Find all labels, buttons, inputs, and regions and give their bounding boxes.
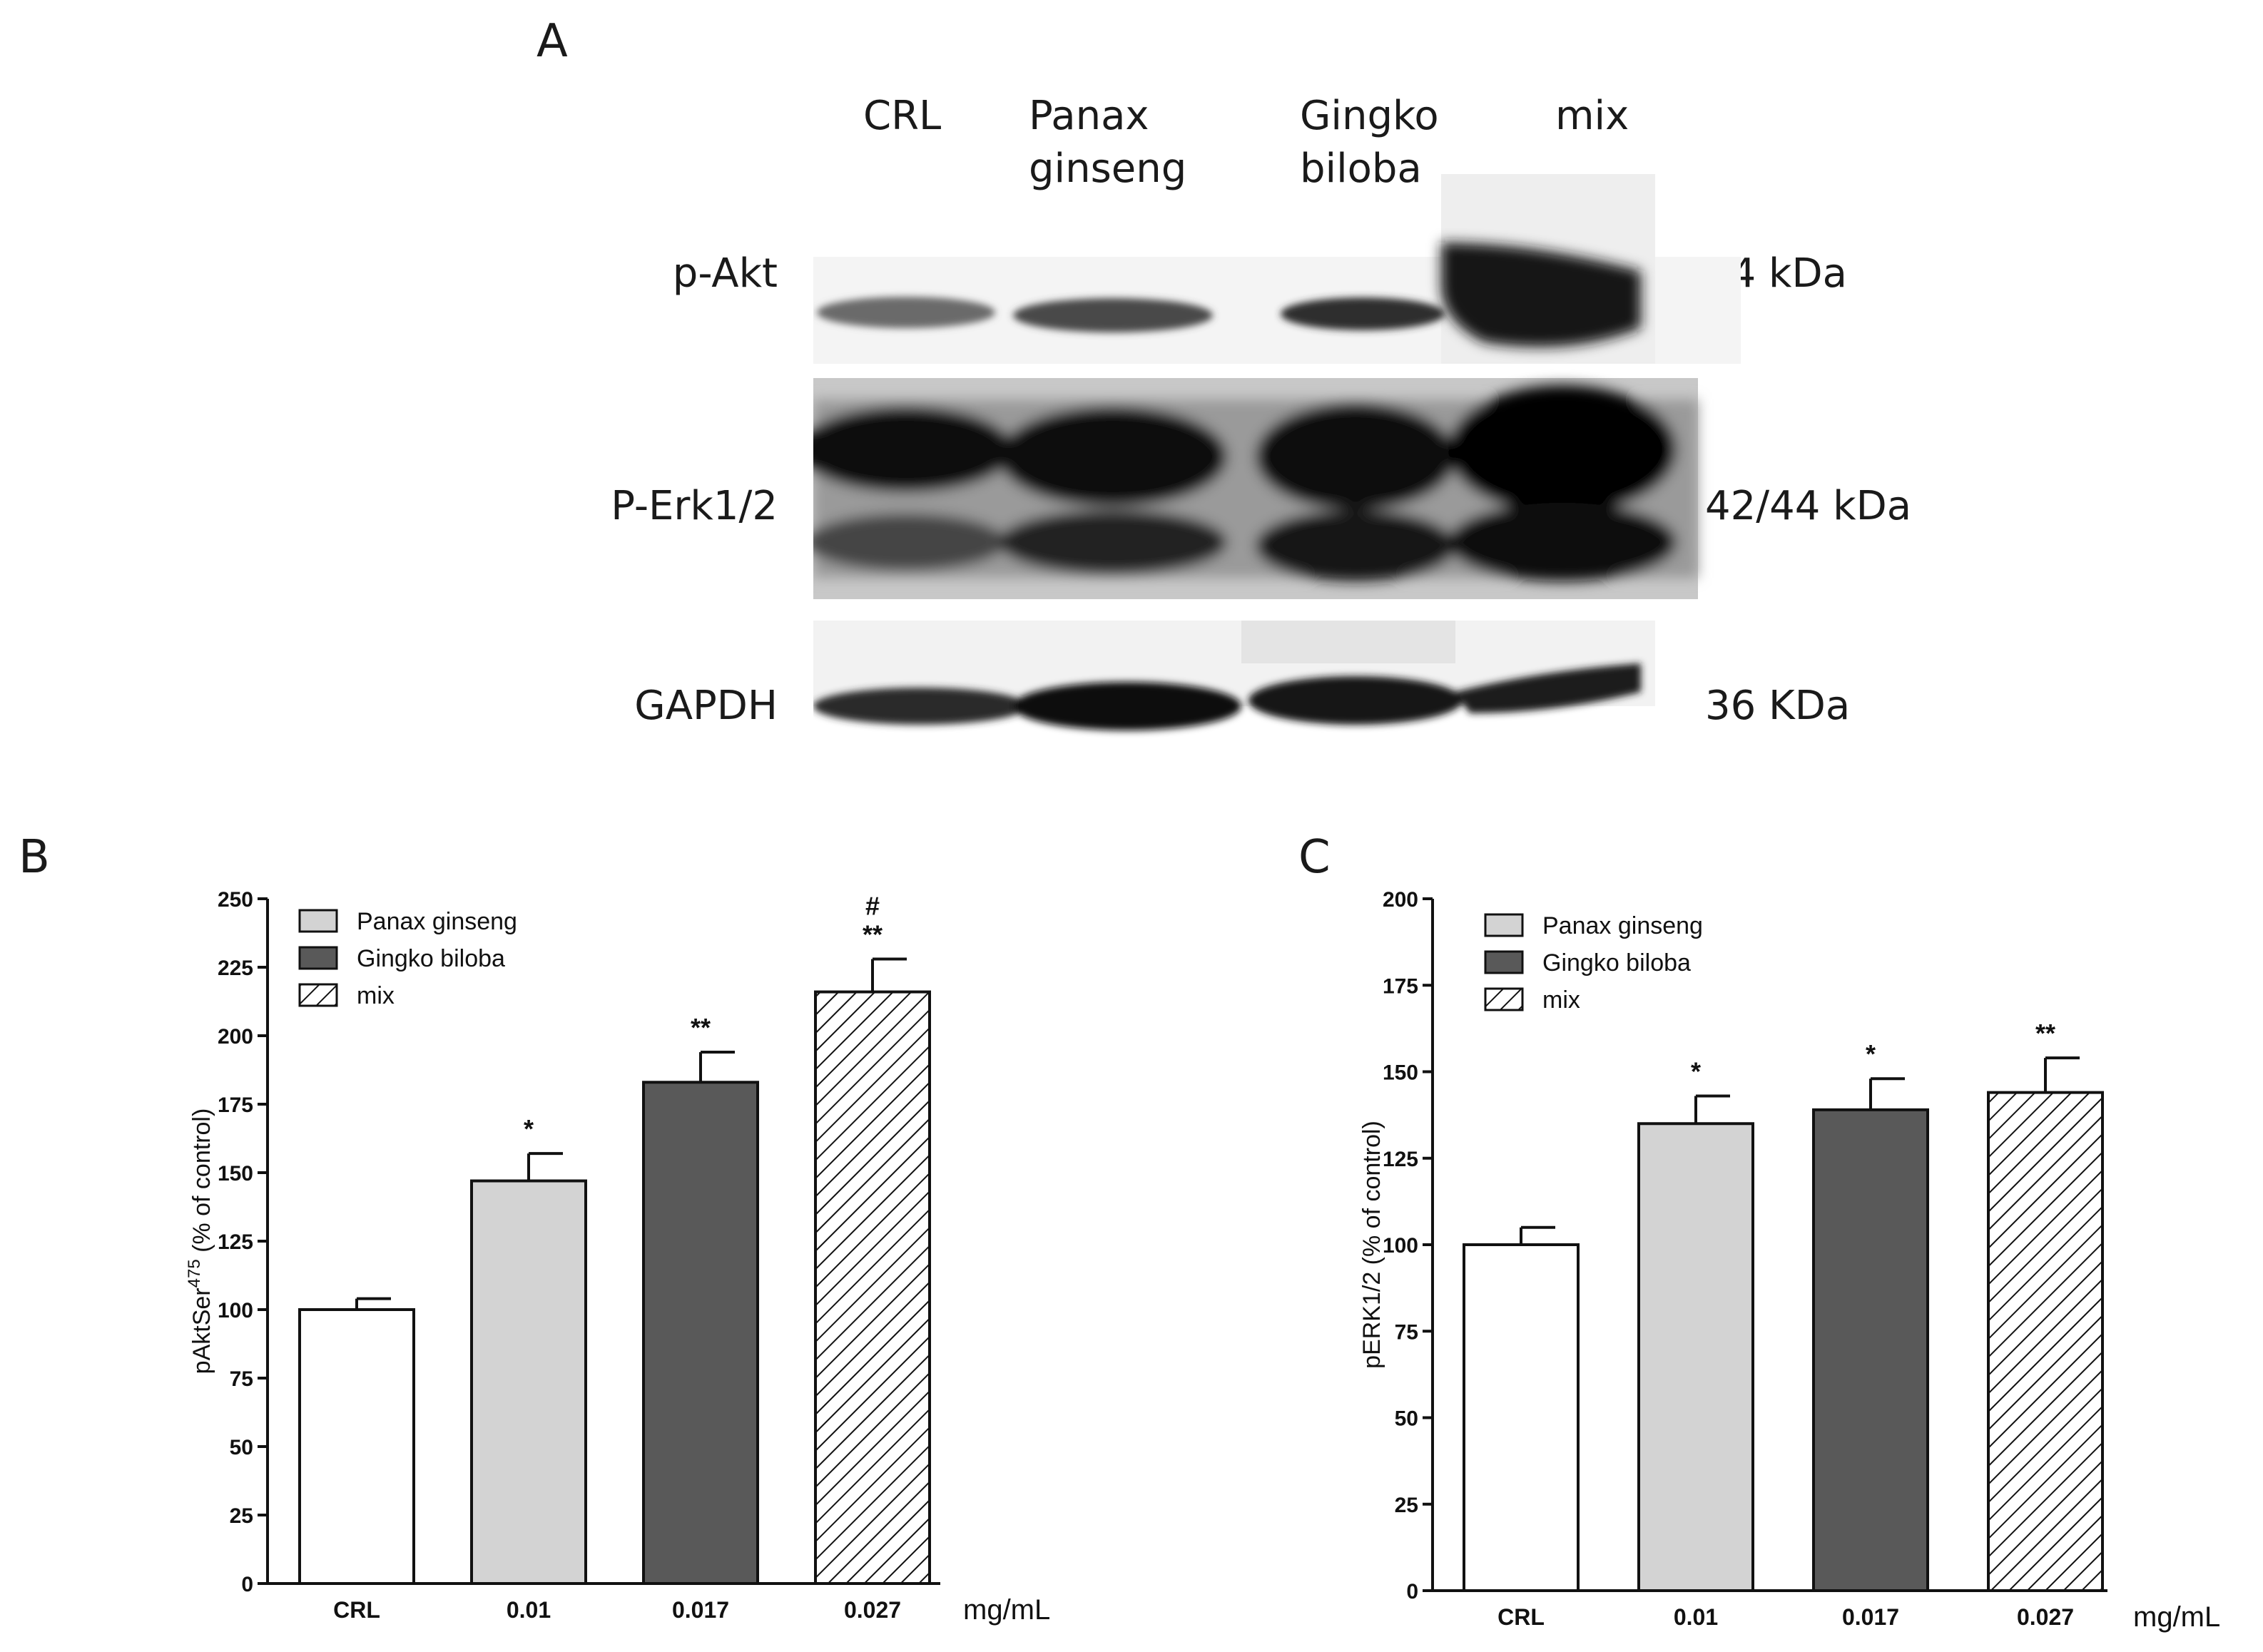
panel-a-letter: A [536, 15, 568, 68]
y-tick-label: 0 [1406, 1580, 1418, 1603]
y-tick-label: 250 [218, 888, 253, 912]
y-axis-label: pAktSer475 (% of control) [185, 1108, 215, 1375]
bar-0.01 [1637, 1122, 1754, 1592]
y-tick-label: 125 [218, 1230, 253, 1254]
y-tick-label: 50 [230, 1436, 253, 1459]
y-tick-label: 0 [241, 1573, 253, 1596]
significance-label: # [865, 891, 880, 920]
y-tick-label: 175 [218, 1093, 253, 1117]
y-tick-label: 100 [1383, 1234, 1418, 1258]
x-tick-label: 0.017 [672, 1597, 729, 1623]
y-tick-label: 200 [218, 1025, 253, 1049]
significance-label: ** [863, 919, 883, 949]
legend-swatch [1484, 950, 1524, 974]
legend-swatch [1484, 913, 1524, 937]
x-tick-label: 0.017 [1842, 1604, 1899, 1630]
kda-label-perk: 42/44 kDa [1705, 483, 1912, 529]
y-tick-label: 175 [1383, 974, 1418, 998]
y-tick-label: 25 [1395, 1494, 1418, 1517]
legend-swatch [298, 946, 338, 970]
y-tick-label: 150 [218, 1162, 253, 1186]
x-tick-label: 0.027 [844, 1597, 901, 1623]
y-axis-label: pERK1/2 (% of control) [1358, 1121, 1385, 1369]
y-tick-label: 25 [230, 1504, 253, 1528]
significance-label: * [1866, 1039, 1876, 1069]
significance-label: ** [691, 1013, 711, 1042]
row-label-gapdh: GAPDH [634, 683, 778, 729]
x-tick-label: CRL [1497, 1604, 1545, 1630]
legend-swatch [298, 983, 338, 1007]
bar-0.027 [1987, 1091, 2104, 1593]
bar-CRL [1463, 1243, 1580, 1592]
y-tick-label: 75 [230, 1367, 253, 1391]
lane-label-gingko: Gingko biloba [1300, 93, 1439, 193]
legend-label: Panax ginseng [357, 908, 517, 935]
y-tick-label: 75 [1395, 1320, 1418, 1344]
panel-c-letter: C [1298, 831, 1331, 884]
lane-label-mix: mix [1555, 93, 1629, 139]
y-tick-label: 100 [218, 1299, 253, 1322]
y-tick-label: 50 [1395, 1407, 1418, 1431]
legend-swatch [298, 909, 338, 933]
bar-CRL [298, 1308, 415, 1585]
y-tick-label: 225 [218, 957, 253, 980]
y-tick-label: 150 [1383, 1061, 1418, 1085]
legend-label: mix [357, 982, 395, 1009]
legend-label: Gingko biloba [357, 945, 505, 972]
lane-label-panax: Panax ginseng [1029, 93, 1187, 193]
legend-label: Panax ginseng [1542, 912, 1703, 939]
legend-label: Gingko biloba [1542, 949, 1691, 977]
bar-0.017 [642, 1081, 759, 1585]
significance-label: ** [2035, 1019, 2055, 1048]
legend-label: mix [1542, 986, 1580, 1014]
x-tick-label: 0.027 [2017, 1604, 2074, 1630]
x-tick-label: 0.01 [507, 1597, 551, 1623]
row-label-perk: P-Erk1/2 [611, 483, 778, 529]
chart-c: 0 25 50 75 100 125 150 175 200 pERK1/2 (% of cont… [1358, 888, 2220, 1633]
kda-label-gapdh: 36 KDa [1705, 683, 1851, 729]
x-tick-label: 0.01 [1674, 1604, 1718, 1630]
bar-0.027 [814, 990, 931, 1585]
panel-b-letter: B [19, 831, 50, 884]
legend-swatch [1484, 987, 1524, 1011]
x-unit-label: mg/mL [2133, 1601, 2220, 1633]
western-blot-image [813, 174, 1741, 730]
x-tick-label: CRL [333, 1597, 380, 1623]
lane-label-crl: CRL [863, 93, 942, 139]
chart-b: 0 25 50 75 100 125 150 175 200 225 250 pAktSer475 (… [185, 888, 1050, 1626]
x-unit-label: mg/mL [963, 1594, 1050, 1626]
y-tick-label: 200 [1383, 888, 1418, 912]
row-label-pakt: p-Akt [672, 250, 778, 297]
significance-label: * [1691, 1056, 1701, 1086]
bar-0.017 [1812, 1108, 1929, 1593]
y-tick-label: 125 [1383, 1148, 1418, 1171]
bar-0.01 [470, 1179, 587, 1585]
significance-label: * [524, 1114, 534, 1143]
